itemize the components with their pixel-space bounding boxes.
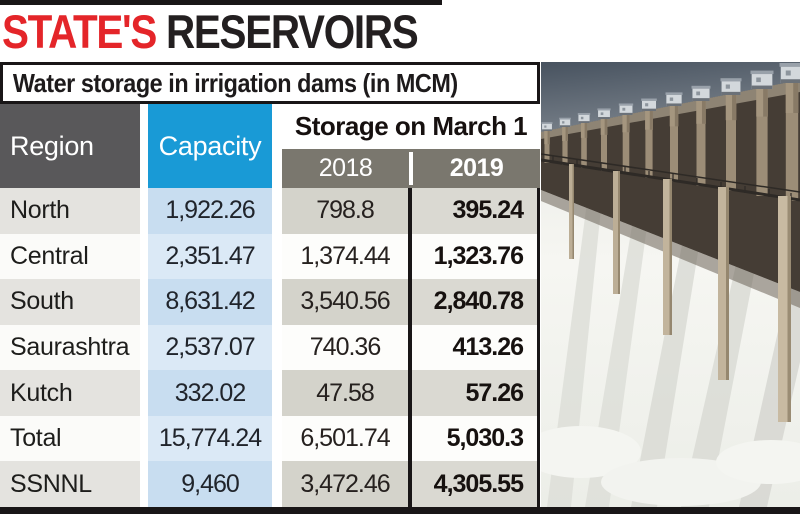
storage-2019-cell: 413.26 bbox=[412, 324, 537, 371]
table-caption-box: Water storage in irrigation dams (in MCM… bbox=[0, 62, 540, 104]
storage-2019-cell: 4,305.55 bbox=[412, 461, 537, 508]
storage-2019-cell: 57.26 bbox=[412, 370, 537, 416]
column-divider bbox=[408, 279, 412, 325]
capacity-cell: 332.02 bbox=[148, 370, 272, 416]
capacity-cell: 2,351.47 bbox=[148, 233, 272, 280]
header-years-band: 2018 2019 bbox=[282, 149, 540, 188]
header-year-2019: 2019 bbox=[449, 154, 504, 182]
column-divider bbox=[408, 370, 412, 416]
table-row: South 8,631.42 3,540.56 2,840.78 bbox=[0, 279, 540, 325]
column-gutter bbox=[272, 370, 282, 416]
dam-walkway bbox=[541, 153, 800, 202]
table-row: Total 15,774.24 6,501.74 5,030.3 bbox=[0, 415, 540, 462]
column-gutter bbox=[140, 279, 148, 325]
column-gutter bbox=[272, 461, 282, 508]
page-title: STATE'S RESERVOIRS bbox=[2, 5, 419, 58]
storage-2019-cell: 1,323.76 bbox=[412, 233, 537, 280]
top-rule bbox=[0, 0, 442, 5]
title-rest: RESERVOIRS bbox=[156, 5, 419, 58]
storage-2018-cell: 3,472.46 bbox=[282, 461, 408, 508]
column-divider bbox=[408, 324, 412, 371]
storage-2018-cell: 798.8 bbox=[282, 188, 408, 234]
dam-structure bbox=[541, 63, 800, 422]
column-gutter bbox=[272, 104, 282, 188]
capacity-cell: 1,922.26 bbox=[148, 188, 272, 234]
storage-2018-cell: 740.36 bbox=[282, 324, 408, 371]
column-gutter bbox=[272, 233, 282, 280]
column-gutter bbox=[140, 324, 148, 371]
column-gutter bbox=[140, 370, 148, 416]
column-divider bbox=[408, 415, 412, 462]
dam-photo bbox=[541, 62, 800, 507]
column-gutter bbox=[140, 233, 148, 280]
column-gutter bbox=[272, 415, 282, 462]
bottom-rule bbox=[0, 507, 800, 514]
capacity-cell: 8,631.42 bbox=[148, 279, 272, 325]
storage-2018-cell: 3,540.56 bbox=[282, 279, 408, 325]
header-storage-label: Storage on March 1 bbox=[282, 104, 540, 149]
table-row: Saurashtra 2,537.07 740.36 413.26 bbox=[0, 324, 540, 371]
column-divider bbox=[408, 233, 412, 280]
column-gutter bbox=[272, 188, 282, 234]
header-region: Region bbox=[0, 104, 140, 188]
storage-2019-cell: 2,840.78 bbox=[412, 279, 537, 325]
capacity-cell: 2,537.07 bbox=[148, 324, 272, 371]
column-gutter bbox=[272, 324, 282, 371]
region-cell: Total bbox=[0, 415, 140, 462]
region-cell: Central bbox=[0, 233, 140, 280]
table-header: Region Capacity Storage on March 1 2018 … bbox=[0, 104, 540, 188]
table-row: SSNNL 9,460 3,472.46 4,305.55 bbox=[0, 461, 540, 508]
storage-2018-cell: 1,374.44 bbox=[282, 233, 408, 280]
capacity-cell: 15,774.24 bbox=[148, 415, 272, 462]
region-cell: Saurashtra bbox=[0, 324, 140, 371]
header-year-2018: 2018 bbox=[318, 154, 373, 182]
table-row: North 1,922.26 798.8 395.24 bbox=[0, 188, 540, 234]
region-cell: South bbox=[0, 279, 140, 325]
column-divider bbox=[408, 461, 412, 508]
header-storage-group: Storage on March 1 2018 2019 bbox=[282, 104, 540, 188]
data-table-panel: Water storage in irrigation dams (in MCM… bbox=[0, 62, 540, 508]
table-row: Kutch 332.02 47.58 57.26 bbox=[0, 370, 540, 416]
table-body: North 1,922.26 798.8 395.24 Central 2,35… bbox=[0, 188, 540, 508]
column-gutter bbox=[140, 415, 148, 462]
storage-2018-cell: 47.58 bbox=[282, 370, 408, 416]
column-gutter bbox=[140, 461, 148, 508]
dam-piers bbox=[569, 164, 791, 422]
column-gutter bbox=[140, 104, 148, 188]
storage-2019-cell: 5,030.3 bbox=[412, 415, 537, 462]
capacity-cell: 9,460 bbox=[148, 461, 272, 508]
year-separator bbox=[409, 152, 413, 185]
column-gutter bbox=[140, 188, 148, 234]
storage-2019-cell: 395.24 bbox=[412, 188, 537, 234]
header-capacity: Capacity bbox=[148, 104, 272, 188]
column-gutter bbox=[272, 279, 282, 325]
title-highlight: STATE'S bbox=[2, 5, 157, 58]
table-caption: Water storage in irrigation dams (in MCM… bbox=[12, 67, 458, 98]
region-cell: Kutch bbox=[0, 370, 140, 416]
storage-2018-cell: 6,501.74 bbox=[282, 415, 408, 462]
table-row: Central 2,351.47 1,374.44 1,323.76 bbox=[0, 233, 540, 280]
region-cell: SSNNL bbox=[0, 461, 140, 508]
region-cell: North bbox=[0, 188, 140, 234]
column-divider bbox=[408, 188, 412, 234]
